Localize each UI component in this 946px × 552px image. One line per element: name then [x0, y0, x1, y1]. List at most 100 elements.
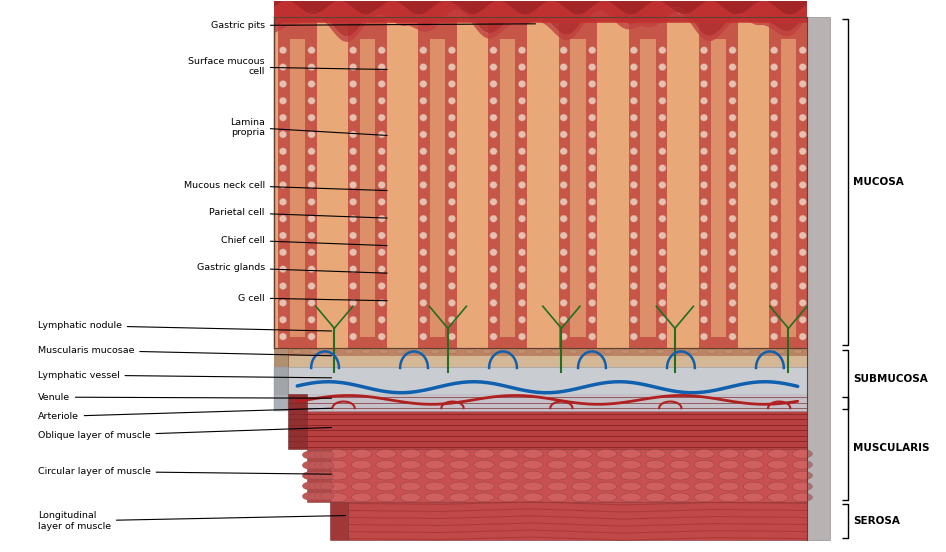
Ellipse shape — [571, 482, 592, 491]
Ellipse shape — [474, 460, 494, 469]
Ellipse shape — [560, 232, 568, 239]
Ellipse shape — [279, 81, 287, 88]
Ellipse shape — [630, 63, 638, 71]
Ellipse shape — [378, 316, 385, 323]
Ellipse shape — [378, 47, 385, 54]
Text: Circular layer of muscle: Circular layer of muscle — [38, 467, 331, 476]
Ellipse shape — [588, 47, 596, 54]
Ellipse shape — [700, 182, 708, 189]
Ellipse shape — [499, 482, 518, 491]
Ellipse shape — [279, 283, 287, 290]
Ellipse shape — [560, 266, 568, 273]
Polygon shape — [769, 17, 808, 348]
Ellipse shape — [658, 182, 666, 189]
Ellipse shape — [621, 482, 641, 491]
Text: MUCOSA: MUCOSA — [853, 177, 904, 187]
Ellipse shape — [523, 471, 543, 480]
Ellipse shape — [621, 493, 641, 502]
Ellipse shape — [448, 148, 456, 155]
Ellipse shape — [792, 449, 813, 458]
Ellipse shape — [560, 249, 568, 256]
Ellipse shape — [420, 63, 427, 71]
Ellipse shape — [420, 316, 427, 323]
Ellipse shape — [448, 283, 456, 290]
Ellipse shape — [700, 47, 708, 54]
Ellipse shape — [376, 493, 396, 502]
Ellipse shape — [490, 249, 498, 256]
Ellipse shape — [770, 182, 778, 189]
Ellipse shape — [588, 164, 596, 172]
Ellipse shape — [349, 299, 357, 306]
Ellipse shape — [799, 114, 806, 121]
Ellipse shape — [548, 449, 568, 458]
Ellipse shape — [303, 492, 316, 500]
Ellipse shape — [548, 482, 568, 491]
Text: Chief cell: Chief cell — [221, 236, 387, 246]
Ellipse shape — [767, 471, 788, 480]
Ellipse shape — [327, 493, 347, 502]
Ellipse shape — [724, 349, 733, 354]
Ellipse shape — [349, 182, 357, 189]
Bar — [274, 17, 807, 348]
Ellipse shape — [279, 164, 287, 172]
Ellipse shape — [425, 449, 446, 458]
Ellipse shape — [361, 349, 371, 354]
Ellipse shape — [420, 182, 427, 189]
Ellipse shape — [658, 232, 666, 239]
Ellipse shape — [744, 482, 763, 491]
Ellipse shape — [630, 131, 638, 138]
Ellipse shape — [630, 114, 638, 121]
Ellipse shape — [307, 97, 315, 104]
Ellipse shape — [744, 449, 763, 458]
Ellipse shape — [308, 472, 323, 480]
Ellipse shape — [307, 316, 315, 323]
Ellipse shape — [588, 215, 596, 222]
Ellipse shape — [658, 97, 666, 104]
Ellipse shape — [378, 249, 385, 256]
Ellipse shape — [448, 266, 456, 273]
Ellipse shape — [378, 299, 385, 306]
Ellipse shape — [770, 299, 778, 306]
Ellipse shape — [376, 482, 396, 491]
Ellipse shape — [523, 460, 543, 469]
Ellipse shape — [548, 493, 568, 502]
Ellipse shape — [728, 47, 736, 54]
Ellipse shape — [792, 493, 813, 502]
Text: Lymphatic vessel: Lymphatic vessel — [38, 370, 331, 380]
Ellipse shape — [523, 449, 543, 458]
Ellipse shape — [351, 471, 372, 480]
Ellipse shape — [700, 232, 708, 239]
Ellipse shape — [448, 131, 456, 138]
Ellipse shape — [770, 215, 778, 222]
Ellipse shape — [767, 493, 788, 502]
Ellipse shape — [560, 97, 568, 104]
Ellipse shape — [279, 198, 287, 205]
Ellipse shape — [770, 63, 778, 71]
Ellipse shape — [571, 449, 592, 458]
Ellipse shape — [490, 182, 498, 189]
Ellipse shape — [448, 349, 457, 354]
Ellipse shape — [308, 482, 323, 490]
Ellipse shape — [596, 471, 617, 480]
Ellipse shape — [655, 349, 664, 354]
Ellipse shape — [694, 449, 714, 458]
Ellipse shape — [799, 63, 806, 71]
Bar — [288, 348, 807, 394]
Ellipse shape — [560, 81, 568, 88]
Ellipse shape — [560, 198, 568, 205]
Bar — [330, 449, 807, 502]
Ellipse shape — [308, 461, 323, 469]
Ellipse shape — [770, 148, 778, 155]
Ellipse shape — [799, 164, 806, 172]
Polygon shape — [500, 39, 516, 337]
Ellipse shape — [279, 232, 287, 239]
Ellipse shape — [630, 283, 638, 290]
Ellipse shape — [449, 460, 470, 469]
Ellipse shape — [307, 114, 315, 121]
Ellipse shape — [588, 299, 596, 306]
Ellipse shape — [700, 249, 708, 256]
Ellipse shape — [770, 164, 778, 172]
Ellipse shape — [534, 349, 544, 354]
Ellipse shape — [518, 232, 526, 239]
Ellipse shape — [588, 81, 596, 88]
